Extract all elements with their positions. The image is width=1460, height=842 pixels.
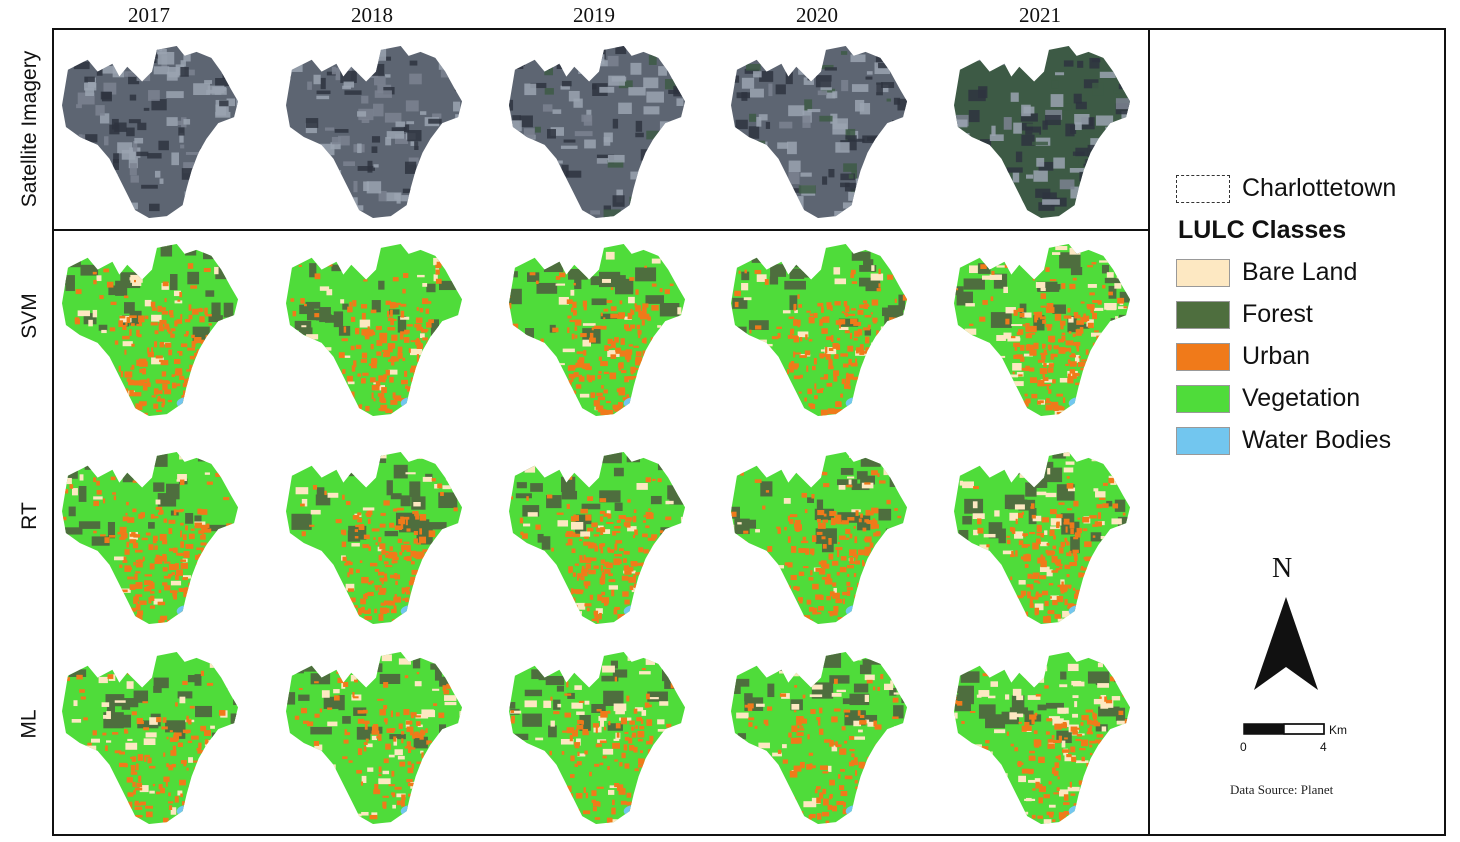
- lulc-map-ml-2019: [505, 648, 693, 828]
- row-label-rt: RT: [6, 432, 54, 600]
- year-label-2017: 2017: [128, 3, 170, 27]
- satellite-image-2021: [950, 42, 1138, 222]
- lulc-map-svm-2018: [282, 240, 470, 420]
- legend-title: LULC Classes: [1178, 216, 1347, 244]
- legend-item: Urban: [1176, 342, 1310, 371]
- lulc-map-rt-2017: [58, 448, 246, 628]
- lulc-map-rt-2019: [505, 448, 693, 628]
- year-label-2020: 2020: [796, 3, 838, 27]
- legend-label: Urban: [1242, 342, 1311, 370]
- figure-frame: [52, 28, 1446, 836]
- lulc-map-svm-2017: [58, 240, 246, 420]
- satellite-image-2019: [505, 42, 693, 222]
- row-label-text: RT: [18, 502, 41, 530]
- satellite-image-2020: [727, 42, 915, 222]
- scale-end: 4: [1320, 740, 1327, 754]
- row-label-text: SVM: [17, 293, 41, 339]
- lulc-map-svm-2020: [727, 240, 915, 420]
- lulc-map-ml-2017: [58, 648, 246, 828]
- north-label: N: [1272, 553, 1293, 584]
- satellite-image-2018: [282, 42, 470, 222]
- lulc-map-rt-2020: [727, 448, 915, 628]
- legend-swatch: [1176, 342, 1230, 371]
- lulc-map-svm-2019: [505, 240, 693, 420]
- legend-divider: [1148, 28, 1150, 836]
- row-label-text: Satellite Imagery: [18, 50, 41, 208]
- imagery-divider: [52, 229, 1149, 231]
- boundary-swatch: [1176, 174, 1230, 203]
- lulc-map-rt-2021: [950, 448, 1138, 628]
- legend-label: Bare Land: [1242, 258, 1358, 286]
- legend-item: Vegetation: [1176, 384, 1360, 413]
- legend-boundary: Charlottetown: [1176, 174, 1396, 203]
- legend-swatch: [1176, 258, 1230, 287]
- lulc-map-ml-2021: [950, 648, 1138, 828]
- data-source: Data Source: Planet: [1230, 782, 1334, 797]
- year-label-2021: 2021: [1019, 3, 1061, 27]
- row-label-svm: SVM: [6, 232, 54, 400]
- year-label-2019: 2019: [573, 3, 615, 27]
- row-label-ml: ML: [6, 640, 54, 808]
- scale-start: 0: [1240, 740, 1247, 754]
- legend-item: Water Bodies: [1176, 426, 1391, 455]
- row-label-satellite: Satellite Imagery: [6, 30, 54, 228]
- scale-bar: Km 0 4: [1240, 723, 1347, 754]
- scale-unit: Km: [1329, 723, 1347, 737]
- legend-item: Bare Land: [1176, 258, 1357, 287]
- legend-swatch: [1176, 300, 1230, 329]
- north-arrow-icon: [1254, 597, 1318, 690]
- legend-item: Forest: [1176, 300, 1313, 329]
- lulc-map-ml-2018: [282, 648, 470, 828]
- lulc-map-ml-2020: [727, 648, 915, 828]
- boundary-label: Charlottetown: [1242, 174, 1397, 202]
- legend-label: Vegetation: [1242, 384, 1361, 412]
- lulc-map-svm-2021: [950, 240, 1138, 420]
- legend-label: Forest: [1242, 300, 1313, 328]
- legend-swatch: [1176, 426, 1230, 455]
- year-label-2018: 2018: [351, 3, 393, 27]
- satellite-image-2017: [58, 42, 246, 222]
- row-label-text: ML: [18, 709, 41, 739]
- legend-label: Water Bodies: [1242, 426, 1392, 454]
- legend-swatch: [1176, 384, 1230, 413]
- lulc-map-rt-2018: [282, 448, 470, 628]
